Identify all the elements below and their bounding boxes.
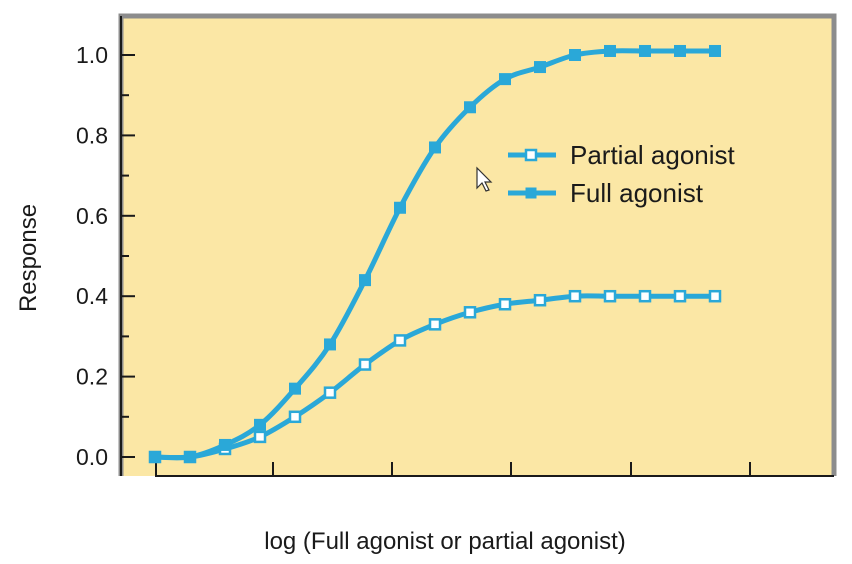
plot-background [121,16,834,476]
data-point [708,289,722,303]
data-point [499,73,511,86]
data-point [568,289,582,303]
data-point [534,61,546,74]
data-point [253,430,267,444]
y-axis: 0.0 0.2 0.4 0.6 0.8 1.0 [76,16,135,476]
legend-marker [524,148,538,162]
data-point [324,338,336,351]
data-point [184,451,196,463]
mouse-pointer-icon [476,166,493,192]
data-point [254,418,266,431]
x-axis [155,462,834,477]
y-tick-label: 0.2 [76,364,108,390]
data-point [394,201,406,214]
data-point [219,438,231,451]
x-axis-title: log (Full agonist or partial agonist) [264,528,626,555]
data-point [638,289,652,303]
data-point [463,306,477,319]
y-tick-label: 0.6 [76,203,108,229]
y-tick-label: 1.0 [76,42,108,68]
data-point [639,44,651,57]
legend: Partial agonist Full agonist [508,140,736,208]
data-point [604,44,616,57]
y-tick-label: 0.0 [76,444,108,470]
series-layer [148,44,722,464]
data-point [429,141,441,154]
data-point [323,386,337,399]
y-axis-title: Response [15,204,42,312]
data-point [393,334,407,347]
data-point [674,44,686,57]
legend-marker [525,187,537,199]
legend-label: Partial agonist [570,140,736,170]
data-point [464,101,476,114]
data-point [498,297,512,311]
data-point [569,49,581,61]
legend-label: Full agonist [570,178,704,208]
y-tick-label: 0.8 [76,122,108,148]
data-point [428,318,442,331]
data-point [603,289,617,303]
data-point [288,410,302,424]
data-point [533,293,547,307]
data-point [149,451,161,463]
legend-item: Partial agonist [508,140,736,170]
data-point [289,382,301,395]
data-point [358,358,372,371]
data-point [709,44,721,57]
series-full-agonist [149,44,721,463]
y-tick-label: 0.4 [76,283,108,309]
data-point [359,274,371,287]
data-point [673,289,687,303]
legend-item: Full agonist [508,178,704,208]
